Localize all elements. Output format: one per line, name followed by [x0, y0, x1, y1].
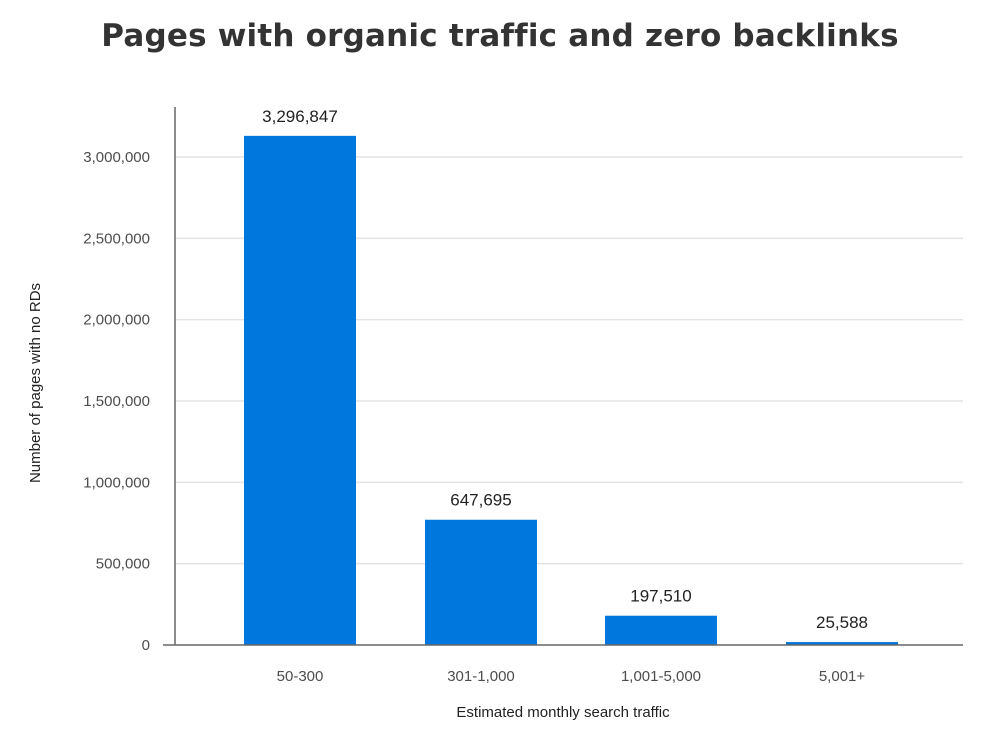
y-tick-label: 1,000,000 — [83, 474, 150, 491]
y-tick-label: 1,500,000 — [83, 393, 150, 410]
x-tick-label: 301-1,000 — [447, 668, 515, 685]
y-tick-label: 3,000,000 — [83, 149, 150, 166]
x-tick-label: 50-300 — [277, 668, 324, 685]
x-tick-label: 1,001-5,000 — [621, 668, 701, 685]
y-axis-title: Number of pages with no RDs — [27, 283, 44, 483]
x-tick-labels: 50-300 301-1,000 1,001-5,000 5,001+ — [277, 668, 866, 685]
y-tick-label: 0 — [142, 637, 150, 654]
x-axis-title: Estimated monthly search traffic — [456, 704, 670, 721]
x-tick-label: 5,001+ — [819, 668, 866, 685]
bars — [244, 135, 898, 645]
y-tick-label: 2,500,000 — [83, 230, 150, 247]
bar — [244, 135, 356, 645]
bar — [425, 519, 537, 645]
data-label: 647,695 — [450, 491, 511, 510]
axes — [163, 107, 963, 646]
bar — [605, 615, 717, 645]
data-label: 25,588 — [816, 613, 868, 632]
data-labels: 3,296,847 647,695 197,510 25,588 — [262, 107, 868, 632]
y-tick-label: 500,000 — [96, 556, 150, 573]
y-tick-labels: 0 500,000 1,000,000 1,500,000 2,000,000 2,500… — [83, 149, 150, 654]
bar — [786, 642, 898, 645]
chart-title: Pages with organic traffic and zero back… — [101, 18, 899, 54]
y-tick-label: 2,000,000 — [83, 312, 150, 329]
data-label: 3,296,847 — [262, 107, 338, 126]
data-label: 197,510 — [630, 587, 691, 606]
